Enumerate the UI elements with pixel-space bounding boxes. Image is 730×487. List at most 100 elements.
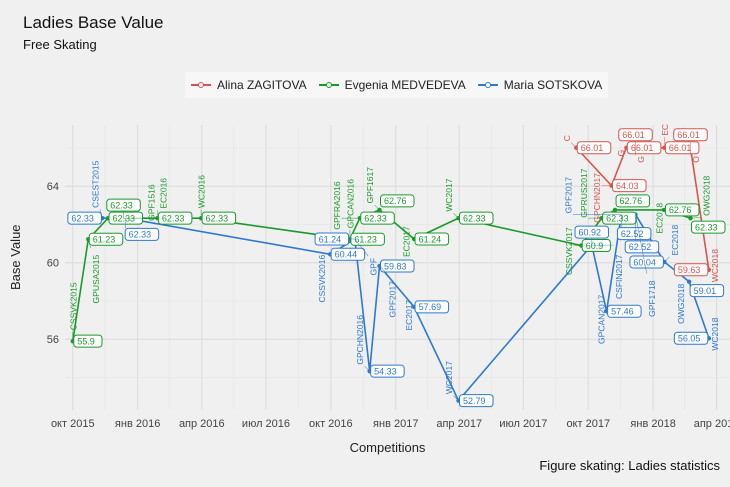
- value-label-box: [607, 304, 642, 318]
- legend-label: Evgenia MEDVEDEVA: [344, 78, 466, 92]
- value-label: 66.01: [669, 143, 692, 153]
- point-name-label: O: [691, 156, 701, 163]
- label-leader-line: [453, 395, 459, 401]
- value-label-box: [360, 211, 395, 225]
- point-name-label: GPFRA2016: [332, 181, 342, 229]
- value-label: 60.44: [335, 250, 358, 260]
- value-label-box: [88, 232, 124, 246]
- point-name-label: GPCAN2017: [596, 295, 606, 344]
- chart-subtitle: Free Skating: [23, 37, 97, 52]
- x-tick-label: апр 2017: [436, 418, 482, 430]
- label-leader-line: [453, 212, 459, 219]
- value-label: 60.9: [586, 241, 604, 251]
- label-leader-line: [87, 239, 91, 249]
- point-name-label: GPF1718: [647, 280, 657, 317]
- value-label: 62.52: [621, 229, 644, 239]
- value-label: 54.33: [374, 366, 397, 376]
- point-name-label: GPF: [369, 258, 379, 275]
- point-name-label: WC2018: [710, 317, 720, 350]
- x-tick-label: апр 2016: [179, 418, 225, 430]
- y-axis-label: Base Value: [8, 224, 23, 290]
- point-name-label: GPCHN2017: [592, 173, 602, 223]
- value-label-box: [581, 239, 611, 253]
- value-label-box: [576, 141, 612, 155]
- point-name-label: EC2018: [654, 203, 664, 234]
- value-label: 56.05: [678, 334, 701, 344]
- x-tick-label: янв 2017: [373, 418, 418, 430]
- legend: Alina ZAGITOVA Evgenia MEDVEDEVA Maria S…: [185, 72, 609, 98]
- value-label: 60.92: [579, 227, 602, 237]
- value-label: 57.69: [419, 302, 442, 312]
- point-name-label: GPRUS2017: [579, 168, 589, 217]
- value-label: 52.79: [463, 396, 486, 406]
- labels-layer: 66.01 64.03 66.01 66.01 66.01 66.01 59.63 55.9 6…: [67, 124, 726, 408]
- point-name-label: GPCAN2016: [345, 179, 355, 228]
- point-name-label: WC2016: [197, 175, 207, 208]
- x-tick-label: окт 2015: [51, 418, 95, 430]
- x-tick-label: янв 2018: [630, 418, 675, 430]
- y-tick-label: 56: [47, 334, 59, 346]
- x-tick-label: июл 2016: [242, 418, 290, 430]
- value-label-box: [615, 194, 651, 208]
- value-label-box: [673, 263, 709, 277]
- value-label-box: [673, 128, 708, 142]
- label-leader-line: [690, 217, 702, 219]
- y-tick-label: 60: [47, 258, 59, 270]
- value-label-box: [618, 128, 653, 142]
- value-label-box: [67, 211, 102, 225]
- point-name-label: GPCHN2016: [355, 315, 365, 365]
- value-label: 66.01: [622, 130, 645, 140]
- point-name-label: GPUSA2015: [91, 255, 101, 304]
- point-name-label: WC2017: [444, 178, 454, 211]
- label-leader-line: [99, 209, 103, 219]
- value-label-box: [157, 211, 193, 225]
- point-name-label: G: [636, 156, 646, 163]
- label-leader-line: [571, 142, 577, 148]
- point-name-label: CSSVK2016: [317, 255, 327, 303]
- point-name-label: GPF1516: [146, 184, 156, 221]
- value-label-box: [370, 364, 405, 378]
- point-name-label: EC: [660, 124, 670, 136]
- point-name-label: EC2017: [402, 226, 412, 257]
- value-label: 59.63: [678, 265, 701, 275]
- legend-item-sotskova: Maria SOTSKOVA: [472, 78, 602, 92]
- value-label-box: [673, 331, 709, 345]
- value-label: 66.01: [631, 143, 654, 153]
- value-label-box: [414, 232, 450, 246]
- value-label: 57.46: [611, 307, 634, 317]
- value-label: 62.33: [364, 213, 387, 223]
- value-label: 62.33: [162, 213, 185, 223]
- x-axis-label: Competitions: [349, 440, 426, 455]
- point-name-label: EC2017: [404, 300, 414, 331]
- value-label-box: [124, 227, 160, 241]
- value-label-box: [664, 203, 700, 217]
- value-label: 61.23: [93, 234, 116, 244]
- data-point: [612, 207, 618, 213]
- legend-key-zagitova: [189, 78, 213, 92]
- value-label: 59.83: [384, 261, 407, 271]
- value-label: 55.9: [77, 336, 95, 346]
- value-label: 62.76: [620, 196, 643, 206]
- point-name-label: OWG2018: [702, 175, 712, 215]
- point-name-label: WC2017: [444, 361, 454, 394]
- x-tick-label: июл 2017: [499, 418, 547, 430]
- x-tick-label: окт 2016: [309, 418, 353, 430]
- point-name-label: GPF1617: [365, 167, 375, 204]
- legend-key-medvedeva: [317, 78, 341, 92]
- value-label-box: [380, 259, 415, 273]
- value-label-box: [330, 247, 366, 261]
- label-leader-line: [354, 238, 369, 257]
- value-label: 62.52: [629, 242, 652, 252]
- point-name-label: CSEST2015: [90, 160, 100, 208]
- value-label: 62.33: [695, 222, 718, 232]
- point-name-label: EC2018: [670, 224, 680, 255]
- value-label-box: [629, 255, 664, 269]
- value-label-box: [616, 227, 652, 241]
- value-label: 62.33: [110, 200, 133, 210]
- value-label: 66.01: [677, 130, 700, 140]
- point-name-label: CSSVK2015: [68, 282, 78, 330]
- chart-title: Ladies Base Value: [23, 13, 164, 32]
- x-tick-label: окт 2017: [566, 418, 610, 430]
- value-label: 62.33: [129, 230, 152, 240]
